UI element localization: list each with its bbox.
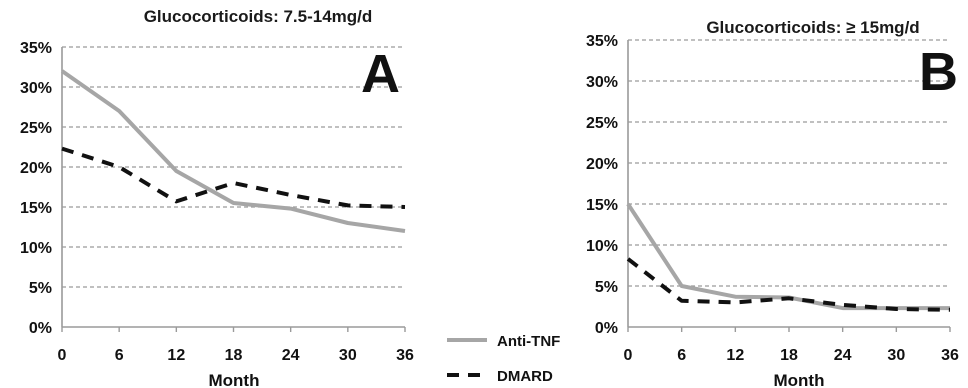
panel-letter: A bbox=[361, 44, 400, 104]
x-tick-label: 12 bbox=[726, 347, 744, 364]
data-point-dmard bbox=[118, 166, 120, 168]
data-point-dmard bbox=[949, 309, 951, 311]
data-point-anti-tnf bbox=[627, 203, 629, 205]
panel-a: 0% 5% 10% 15% 20% 25% 30% 35% 0 6 12 18 24 30 36 Glucoc… bbox=[20, 7, 414, 388]
y-tick-label: 35% bbox=[20, 40, 52, 57]
y-tick-label: 25% bbox=[586, 115, 618, 132]
data-point-anti-tnf bbox=[841, 307, 843, 309]
data-point-dmard bbox=[289, 194, 291, 196]
data-point-dmard bbox=[788, 297, 790, 299]
x-tick-label: 6 bbox=[677, 347, 686, 364]
y-tick-label: 30% bbox=[20, 80, 52, 97]
data-point-dmard bbox=[895, 308, 897, 310]
data-point-dmard bbox=[232, 182, 234, 184]
y-tick-label: 5% bbox=[29, 280, 52, 297]
y-tick-label: 0% bbox=[29, 320, 52, 337]
data-point-anti-tnf bbox=[175, 170, 177, 172]
data-point-anti-tnf bbox=[289, 207, 291, 209]
y-tick-label: 5% bbox=[595, 279, 618, 296]
data-point-dmard bbox=[841, 304, 843, 306]
x-axis-label: Month bbox=[209, 371, 260, 388]
series-line-dmard bbox=[628, 259, 950, 310]
x-tick-label: 0 bbox=[58, 347, 67, 364]
data-point-anti-tnf bbox=[734, 295, 736, 297]
x-tick-label: 12 bbox=[167, 347, 185, 364]
data-point-dmard bbox=[627, 258, 629, 260]
data-point-dmard bbox=[61, 147, 63, 149]
x-tick-label: 0 bbox=[624, 347, 633, 364]
legend-label-dmard: DMARD bbox=[497, 368, 553, 385]
x-tick-label: 24 bbox=[282, 347, 300, 364]
data-point-anti-tnf bbox=[118, 110, 120, 112]
y-tick-label: 15% bbox=[20, 200, 52, 217]
data-point-anti-tnf bbox=[404, 230, 406, 232]
chart-title: Glucocorticoids: ≥ 15mg/d bbox=[706, 18, 919, 37]
series-line-anti-tnf bbox=[628, 204, 950, 308]
y-tick-label: 10% bbox=[20, 240, 52, 257]
data-point-anti-tnf bbox=[232, 202, 234, 204]
y-tick-label: 25% bbox=[20, 120, 52, 137]
legend: Anti-TNF DMARD bbox=[447, 333, 560, 385]
y-tick-label: 35% bbox=[586, 33, 618, 50]
y-tick-label: 0% bbox=[595, 320, 618, 337]
x-tick-label: 36 bbox=[941, 347, 959, 364]
y-tick-label: 20% bbox=[586, 156, 618, 173]
panel-letter: B bbox=[919, 42, 958, 102]
x-tick-label: 18 bbox=[225, 347, 243, 364]
panel-b: 0% 5% 10% 15% 20% 25% 30% 35% 0 6 12 18 24 30 36 Glucoc… bbox=[586, 18, 959, 388]
data-point-dmard bbox=[734, 301, 736, 303]
x-tick-label: 30 bbox=[887, 347, 905, 364]
data-point-dmard bbox=[347, 204, 349, 206]
data-point-anti-tnf bbox=[680, 285, 682, 287]
data-point-dmard bbox=[404, 206, 406, 208]
data-point-dmard bbox=[680, 300, 682, 302]
legend-label-anti-tnf: Anti-TNF bbox=[497, 333, 560, 350]
series-line-dmard bbox=[62, 149, 405, 207]
x-tick-label: 18 bbox=[780, 347, 798, 364]
data-point-anti-tnf bbox=[347, 222, 349, 224]
x-tick-label: 6 bbox=[115, 347, 124, 364]
x-axis-label: Month bbox=[774, 371, 825, 388]
y-tick-label: 20% bbox=[20, 160, 52, 177]
chart-title: Glucocorticoids: 7.5-14mg/d bbox=[144, 7, 373, 26]
data-point-dmard bbox=[175, 200, 177, 202]
x-tick-label: 36 bbox=[396, 347, 414, 364]
x-tick-label: 24 bbox=[834, 347, 852, 364]
data-point-anti-tnf bbox=[61, 70, 63, 72]
y-tick-label: 30% bbox=[586, 74, 618, 91]
y-tick-label: 15% bbox=[586, 197, 618, 214]
y-tick-label: 10% bbox=[586, 238, 618, 255]
x-tick-label: 30 bbox=[339, 347, 357, 364]
